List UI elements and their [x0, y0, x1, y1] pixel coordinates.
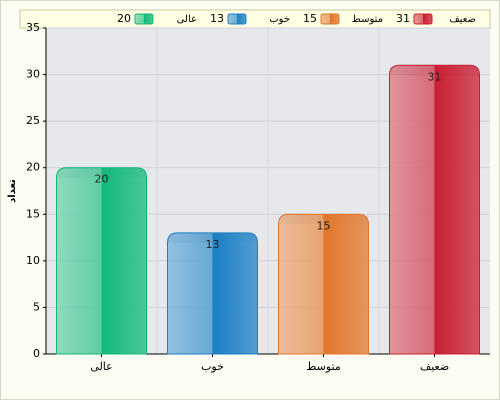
- y-tick-label: 35: [26, 21, 40, 34]
- y-tick-label: 0: [33, 347, 40, 360]
- bar: [167, 232, 258, 355]
- legend-value: 31: [396, 12, 410, 25]
- legend-label: متوسط: [352, 14, 383, 25]
- legend-swatch: [134, 13, 154, 25]
- legend-swatch: [413, 13, 433, 25]
- legend-label: عالی: [177, 14, 197, 25]
- legend-value: 20: [117, 12, 131, 25]
- y-axis-label: تعداد: [7, 179, 18, 203]
- value-label: 31: [428, 70, 442, 83]
- y-tick-label: 10: [26, 254, 40, 267]
- x-tick-label: ضعیف: [420, 360, 449, 373]
- legend-value: 15: [303, 12, 317, 25]
- y-tick-label: 20: [26, 161, 40, 174]
- bar: [56, 167, 147, 355]
- x-tick-label: متوسط: [306, 360, 341, 373]
- y-tick-label: 5: [33, 300, 40, 313]
- x-tick-label: خوب: [201, 360, 224, 373]
- legend-swatch: [227, 13, 247, 25]
- x-tick-label: عالی: [90, 360, 112, 373]
- bar: [389, 64, 480, 355]
- bar: [278, 213, 369, 355]
- value-label: 13: [206, 238, 220, 251]
- value-label: 15: [317, 219, 331, 232]
- legend-value: 13: [210, 12, 224, 25]
- legend-label: خوب: [269, 14, 290, 25]
- legend-swatch: [320, 13, 340, 25]
- y-tick-label: 30: [26, 68, 40, 81]
- y-tick-label: 25: [26, 114, 40, 127]
- legend-label: ضعیف: [449, 14, 476, 25]
- y-tick-label: 15: [26, 207, 40, 220]
- value-label: 20: [95, 173, 109, 186]
